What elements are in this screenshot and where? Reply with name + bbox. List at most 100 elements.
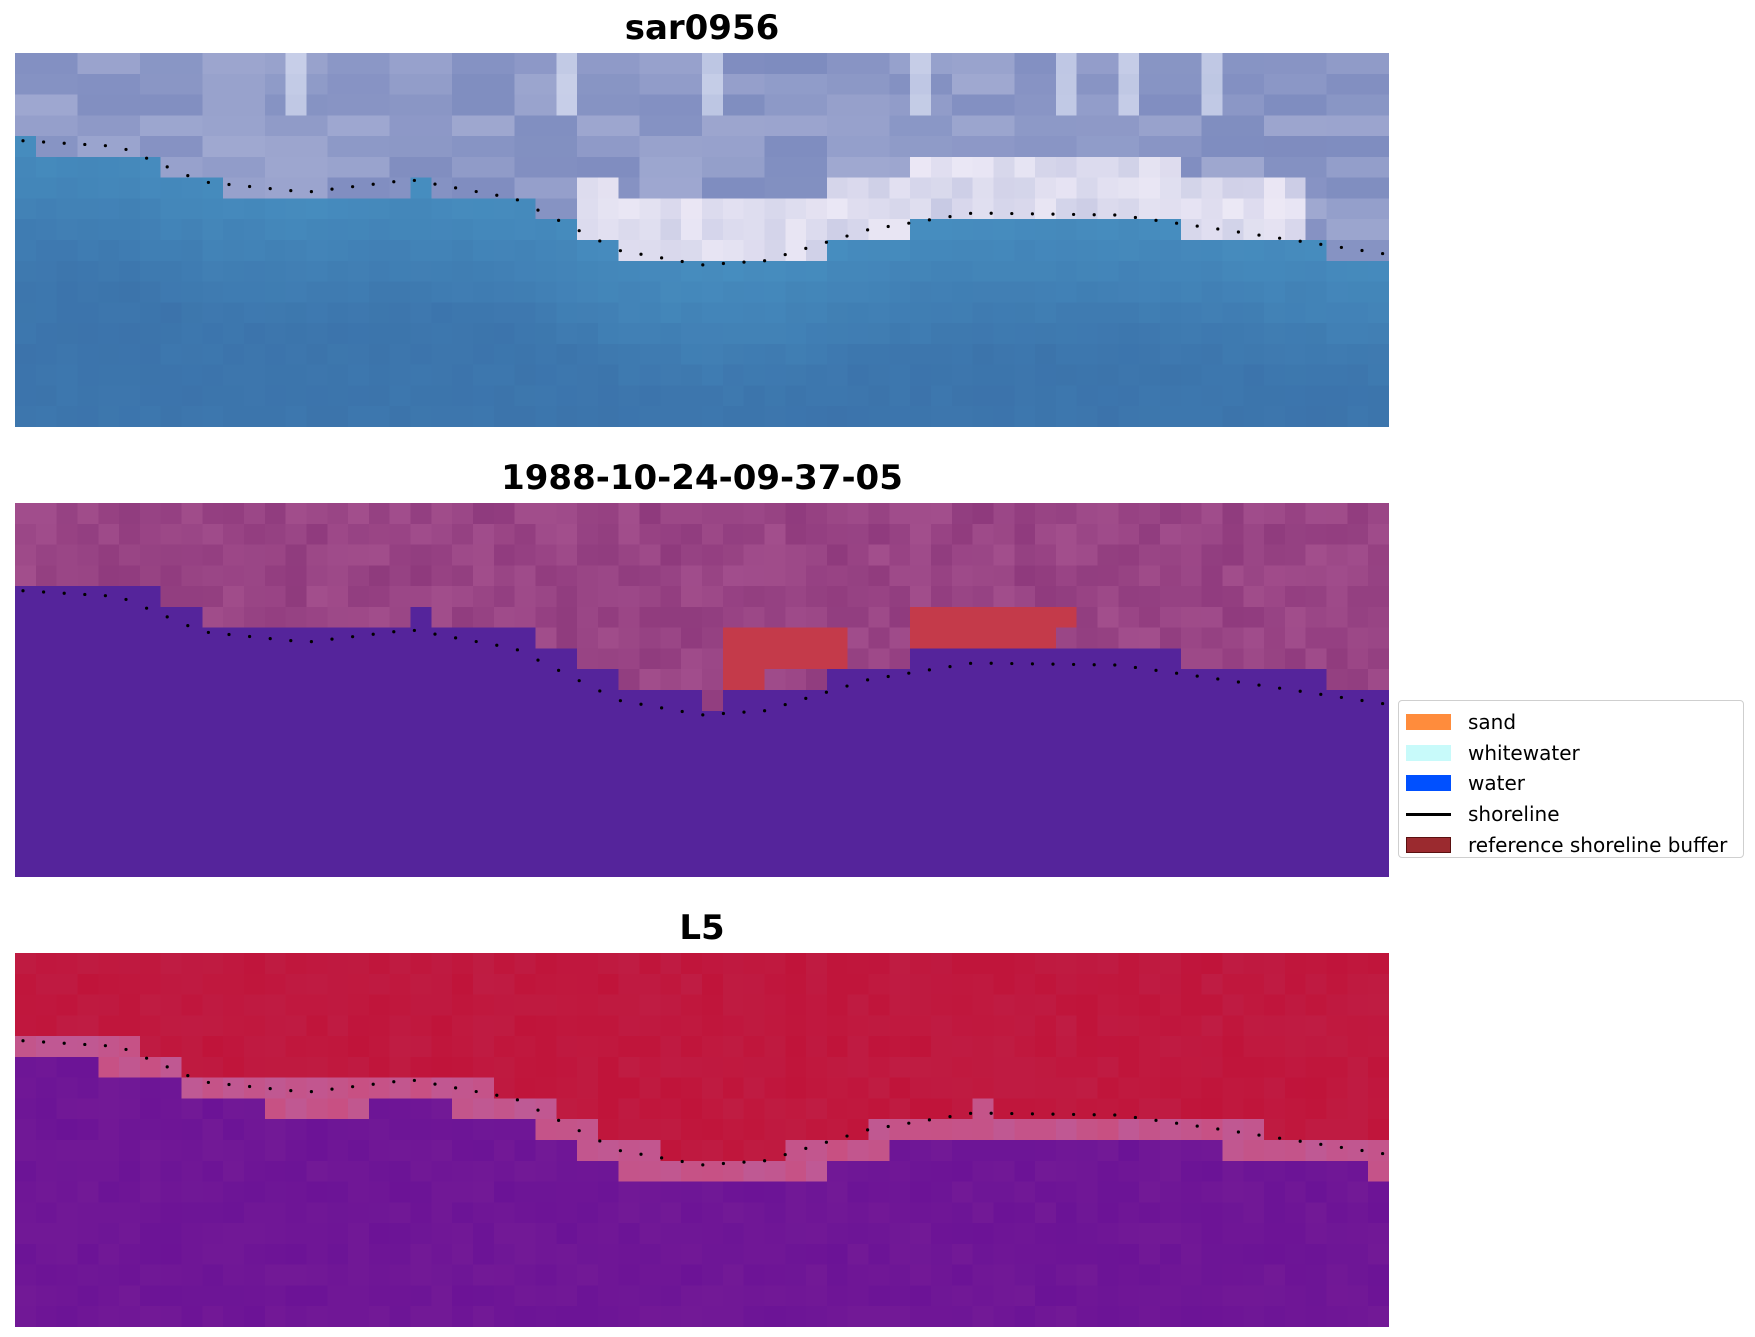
shoreline-dot <box>495 1093 499 1097</box>
shoreline-dot <box>721 1161 726 1166</box>
shoreline-dot <box>948 1115 952 1119</box>
shoreline-dot <box>330 637 334 641</box>
shoreline-dot <box>1236 1130 1240 1134</box>
reference-buffer-swatch <box>1406 836 1451 853</box>
shoreline-dot <box>103 594 107 598</box>
shoreline-dot <box>907 671 911 675</box>
shoreline-dot <box>351 185 355 189</box>
shoreline-dot <box>62 141 66 145</box>
legend-item-reference-buffer: reference shoreline buffer <box>1406 829 1736 860</box>
shoreline-dot <box>824 690 829 694</box>
shoreline-dot <box>1278 236 1282 240</box>
shoreline-dot <box>83 1042 87 1047</box>
shoreline-dot <box>412 178 416 183</box>
shoreline-dot <box>557 218 561 222</box>
shoreline-dot <box>598 239 602 243</box>
shoreline-dot <box>103 144 107 148</box>
shoreline-dot <box>969 661 973 665</box>
shoreline-dot <box>1257 683 1261 687</box>
panel-title-classified: 1988-10-24-09-37-05 <box>501 458 903 498</box>
rgb-satellite-image <box>15 53 1389 427</box>
shoreline-overlay <box>21 139 1385 267</box>
whitewater-swatch <box>1406 744 1451 761</box>
shoreline-dot <box>1195 224 1199 228</box>
shoreline-dot <box>618 699 623 703</box>
shoreline-dot <box>660 256 664 260</box>
shoreline-dot <box>21 139 25 143</box>
shoreline-dot <box>824 240 829 244</box>
shoreline-dot <box>268 186 272 191</box>
shoreline-dot <box>433 1082 437 1086</box>
shoreline-dot <box>742 710 746 714</box>
shoreline-dot <box>1072 662 1076 667</box>
shoreline-dot <box>536 658 540 662</box>
shoreline-dot <box>227 1082 231 1087</box>
shoreline-dot <box>1278 686 1282 690</box>
shoreline-dot <box>1298 239 1302 243</box>
shoreline-dot <box>42 1040 46 1044</box>
shoreline-dot <box>1133 215 1137 220</box>
shoreline-dot <box>927 218 932 222</box>
shoreline-dot <box>309 190 313 194</box>
shoreline-dot <box>392 1080 396 1084</box>
shoreline-dot <box>1257 233 1261 237</box>
shoreline-dot <box>557 668 561 672</box>
shoreline-dot <box>763 259 767 263</box>
shoreline-dot <box>1092 213 1096 217</box>
classified-image <box>15 503 1389 877</box>
shoreline-dot <box>1133 1115 1137 1120</box>
legend-label-water: water <box>1468 771 1525 796</box>
shoreline-dot <box>227 182 231 187</box>
shoreline-dot <box>639 252 643 256</box>
shoreline-dot <box>206 1080 210 1085</box>
shoreline-dot <box>21 1039 25 1043</box>
shoreline-dot <box>1092 663 1096 667</box>
shoreline-dot <box>886 674 890 679</box>
panel-title-rgb: sar0956 <box>624 8 780 48</box>
shoreline-dot <box>680 1159 684 1164</box>
shoreline-dot <box>495 643 499 647</box>
classified-image-panel <box>15 503 1389 877</box>
shoreline-dot <box>804 696 808 700</box>
shoreline-dot <box>660 1156 664 1160</box>
shoreline-dot <box>1010 1111 1014 1116</box>
shoreline-dot <box>1092 1113 1096 1117</box>
shoreline-dot <box>330 187 334 191</box>
shoreline-dot <box>1051 212 1055 216</box>
shoreline-dot <box>433 632 437 636</box>
shoreline-dot <box>62 591 66 595</box>
legend-item-water: water <box>1406 768 1736 799</box>
shoreline-dot <box>227 632 231 637</box>
shoreline-dot <box>1216 677 1220 681</box>
shoreline-dot <box>1051 1112 1055 1116</box>
shoreline-dot <box>989 1111 993 1115</box>
shoreline-dot <box>289 189 293 193</box>
shoreline-dot <box>474 1089 478 1094</box>
panel-title-index: L5 <box>679 908 725 948</box>
shoreline-dot <box>598 689 602 693</box>
shoreline-dot <box>948 215 952 219</box>
shoreline-dot <box>309 1090 313 1094</box>
shoreline-dot <box>577 1129 581 1133</box>
shoreline-dot <box>1030 212 1034 216</box>
shoreline-dot <box>392 180 396 184</box>
shoreline-dot <box>1195 674 1199 678</box>
shoreline-dot <box>701 713 705 717</box>
legend-label-whitewater: whitewater <box>1468 740 1580 765</box>
shoreline-dot <box>186 174 190 178</box>
shoreline-dot <box>454 636 458 640</box>
shoreline-dot <box>268 636 272 641</box>
shoreline-dot <box>309 640 313 644</box>
shoreline-dot <box>62 1041 66 1045</box>
rgb-image-panel <box>15 53 1389 427</box>
shoreline-dot <box>371 632 375 636</box>
shoreline-dot <box>1236 230 1240 234</box>
shoreline-dot <box>1010 211 1014 216</box>
shoreline-dot <box>495 193 499 197</box>
shoreline-dot <box>1113 663 1117 667</box>
shoreline-dot <box>1319 692 1323 696</box>
shoreline-overlay <box>21 1039 1385 1167</box>
shoreline-dot <box>845 1134 849 1138</box>
shoreline-dot <box>165 1065 169 1069</box>
shoreline-dot <box>454 1086 458 1090</box>
